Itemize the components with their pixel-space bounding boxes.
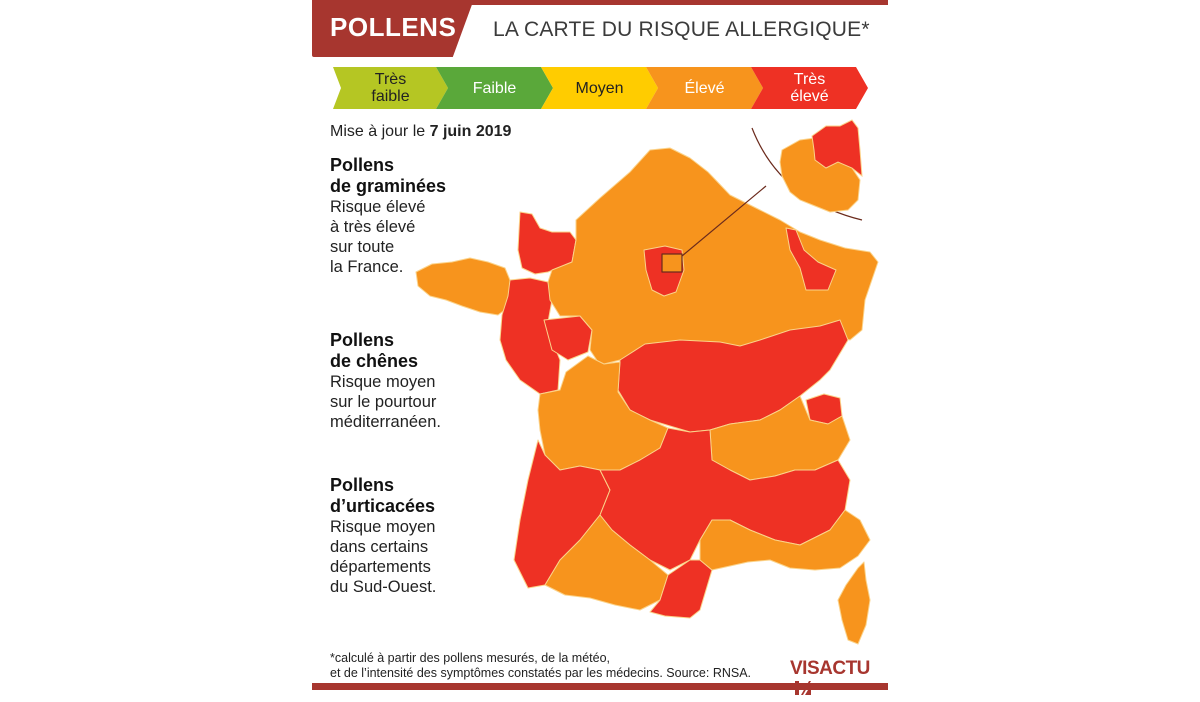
update-date: Mise à jour le 7 juin 2019 — [330, 123, 512, 140]
legend-item-tres-faible: Très faible — [333, 67, 448, 109]
infographic-card: POLLENS LA CARTE DU RISQUE ALLERGIQUE* T… — [312, 0, 888, 695]
header-tab-label: POLLENS — [330, 12, 457, 42]
legend-item-tres-eleve: Très élevé — [751, 67, 868, 109]
france-risk-map — [415, 119, 879, 645]
bottom-band — [312, 683, 888, 690]
legend-item-eleve: Élevé — [646, 67, 763, 109]
page-title: LA CARTE DU RISQUE ALLERGIQUE* — [493, 18, 870, 41]
region-meuse — [785, 227, 837, 291]
footnote: *calculé à partir des pollens mesurés, d… — [330, 651, 752, 680]
region-mediterranee — [699, 509, 871, 571]
region-corse — [837, 561, 871, 645]
region-aude-pyrenees-orientales — [649, 559, 713, 619]
top-rule — [312, 0, 888, 5]
legend-item-moyen: Moyen — [541, 67, 658, 109]
region-massif-centre-nord — [617, 319, 849, 433]
section-urticacees: Pollens d’urticacées Risque moyen dans c… — [330, 475, 437, 596]
visactu-logo: VISACTU — [790, 658, 888, 702]
header-tab: POLLENS — [312, 0, 472, 57]
section-chenes: Pollens de chênes Risque moyen sur le po… — [330, 330, 441, 431]
paris-zoom-box — [661, 253, 683, 273]
section-graminees: Pollens de graminées Risque élevé à très… — [330, 155, 447, 276]
legend-item-faible: Faible — [436, 67, 553, 109]
risk-legend: Très faible Faible Moyen Élevé Très élevé — [333, 67, 868, 109]
paris-inset — [681, 119, 863, 257]
region-gers-pyrenees — [544, 514, 669, 611]
